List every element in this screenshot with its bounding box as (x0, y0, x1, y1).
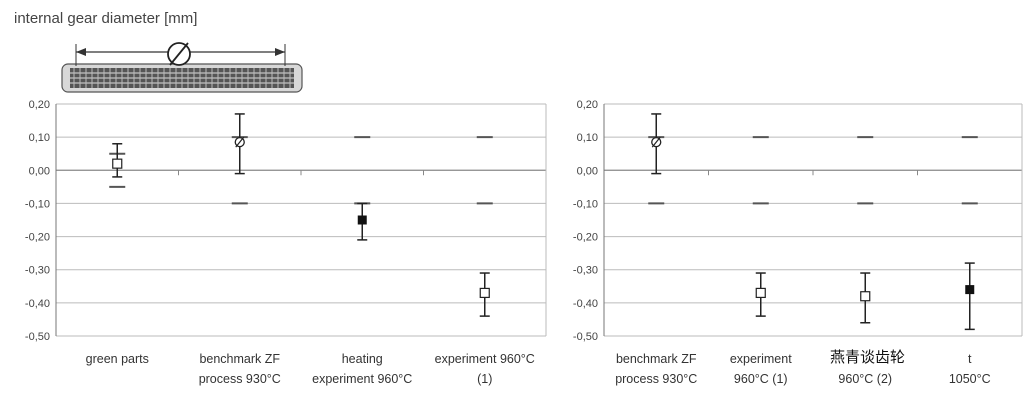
data-point (112, 158, 123, 169)
y-tick-label: 0,10 (29, 132, 50, 144)
y-tick-label: -0,20 (573, 232, 598, 244)
y-tick-label: -0,30 (25, 265, 50, 277)
category-label: experiment 960°C (435, 352, 535, 366)
category-label: 960°C (1) (734, 372, 788, 386)
y-tick-label: -0,20 (25, 232, 50, 244)
data-point-slash (651, 136, 661, 148)
y-tick-label: -0,30 (573, 265, 598, 277)
data-point (479, 287, 490, 299)
category-label: process 930°C (615, 372, 697, 386)
category-label: 960°C (2) (838, 372, 892, 386)
y-tick-label: -0,10 (25, 198, 50, 210)
category-label: heating (342, 352, 383, 366)
data-point (965, 285, 975, 295)
y-tick-label: 0,10 (577, 132, 598, 144)
category-label: experiment 960°C (312, 372, 412, 386)
gear-diameter-icon (61, 42, 303, 93)
category-label: benchmark ZF (616, 352, 697, 366)
y-tick-label: 0,00 (577, 165, 598, 177)
chart-title: internal gear diameter [mm] (14, 10, 198, 27)
category-label: process 930°C (199, 372, 281, 386)
y-tick-label: -0,40 (25, 298, 50, 310)
data-point (755, 287, 766, 299)
y-tick-label: 0,20 (29, 99, 50, 111)
category-label: benchmark ZF (199, 352, 280, 366)
y-tick-label: -0,40 (573, 298, 598, 310)
category-label: experiment (730, 352, 792, 366)
category-label: 1050°C (949, 372, 991, 386)
data-point (860, 291, 871, 302)
category-label: (1) (477, 372, 492, 386)
y-tick-label: 0,00 (29, 165, 50, 177)
y-tick-label: 0,20 (577, 99, 598, 111)
watermark-text: 燕青谈齿轮 (826, 344, 910, 369)
category-label: t (968, 352, 972, 366)
data-point-slash (235, 136, 245, 148)
category-label: green parts (86, 352, 149, 366)
y-tick-label: -0,10 (573, 198, 598, 210)
y-tick-label: -0,50 (25, 331, 50, 343)
y-tick-label: -0,50 (573, 331, 598, 343)
data-point (357, 215, 367, 225)
